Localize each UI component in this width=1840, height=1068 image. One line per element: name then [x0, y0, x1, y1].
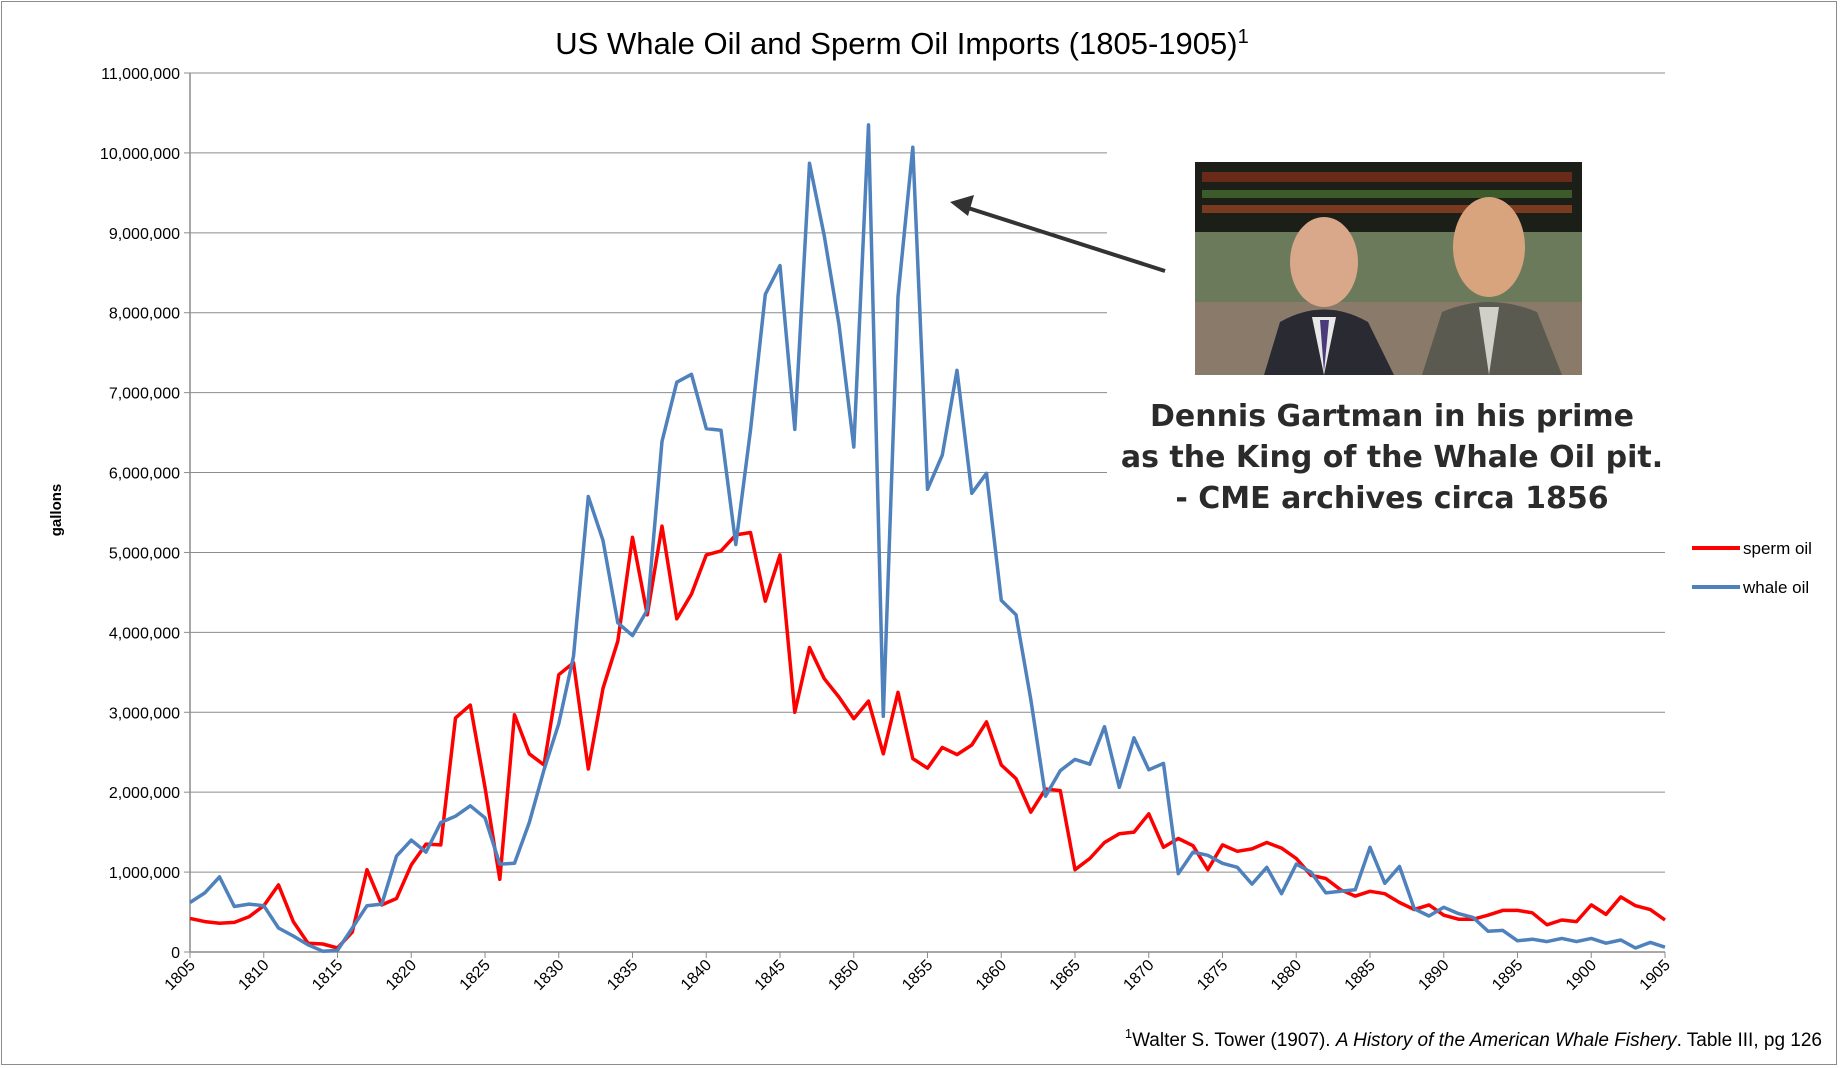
legend-label-sperm-oil: sperm oil	[1743, 539, 1812, 558]
y-tick-label: 3,000,000	[109, 705, 180, 722]
x-tick-label: 1895	[1489, 957, 1526, 994]
x-tick-label: 1900	[1563, 957, 1600, 994]
whale-oil-line	[189, 123, 1666, 953]
y-tick-label: 4,000,000	[109, 625, 180, 642]
gridlines	[189, 72, 1665, 953]
y-tick-label: 10,000,000	[100, 146, 180, 163]
source-footnote: 1Walter S. Tower (1907). A History of th…	[1125, 1026, 1822, 1051]
y-tick-label: 2,000,000	[109, 785, 180, 802]
callout-caption-line-2: as the King of the Whale Oil pit.	[1121, 440, 1663, 475]
x-tick-label: 1840	[678, 957, 715, 994]
callout-caption-line-1: Dennis Gartman in his prime	[1150, 399, 1634, 434]
y-axis-ticks: 0 1,000,000 2,000,000 3,000,000 4,000,000 5,0…	[100, 66, 190, 962]
chart-title: US Whale Oil and Sperm Oil Imports (1805…	[555, 26, 1248, 61]
x-tick-label: 1880	[1268, 957, 1305, 994]
y-tick-label: 7,000,000	[109, 386, 180, 403]
x-tick-label: 1850	[825, 957, 862, 994]
x-tick-label: 1865	[1047, 957, 1084, 994]
x-axis-ticks: 1805 1810 1815 1820 1825 1830 1835 1840 1845 1850…	[162, 952, 1674, 994]
series-lines	[189, 123, 1667, 953]
y-tick-label: 5,000,000	[109, 545, 180, 562]
x-tick-label: 1820	[383, 957, 420, 994]
photo-two-men-trading-floor-icon	[1195, 162, 1582, 375]
legend-label-whale-oil: whale oil	[1742, 578, 1809, 597]
x-tick-label: 1870	[1120, 957, 1157, 994]
y-tick-label: 9,000,000	[109, 226, 180, 243]
x-tick-label: 1810	[235, 957, 272, 994]
x-tick-label: 1885	[1342, 957, 1379, 994]
y-tick-label: 6,000,000	[109, 466, 180, 483]
y-tick-label: 11,000,000	[101, 66, 180, 83]
x-tick-label: 1830	[530, 957, 567, 994]
x-tick-label: 1875	[1194, 957, 1231, 994]
y-axis-label: gallons	[48, 484, 65, 537]
x-tick-label: 1805	[162, 957, 199, 994]
x-tick-label: 1860	[973, 957, 1010, 994]
x-tick-label: 1815	[309, 957, 346, 994]
legend: sperm oil whale oil	[1692, 539, 1812, 597]
callout-caption-line-3: - CME archives circa 1856	[1175, 481, 1608, 516]
callout-arrow	[950, 195, 1166, 273]
x-tick-label: 1845	[752, 957, 789, 994]
y-tick-label: 0	[171, 945, 180, 962]
x-tick-label: 1855	[899, 957, 936, 994]
y-tick-label: 8,000,000	[109, 306, 180, 323]
y-tick-label: 1,000,000	[109, 865, 180, 882]
sperm-oil-line	[189, 524, 1667, 950]
x-tick-label: 1905	[1637, 957, 1674, 994]
x-tick-label: 1890	[1415, 957, 1452, 994]
x-tick-label: 1825	[457, 957, 494, 994]
x-tick-label: 1835	[604, 957, 641, 994]
